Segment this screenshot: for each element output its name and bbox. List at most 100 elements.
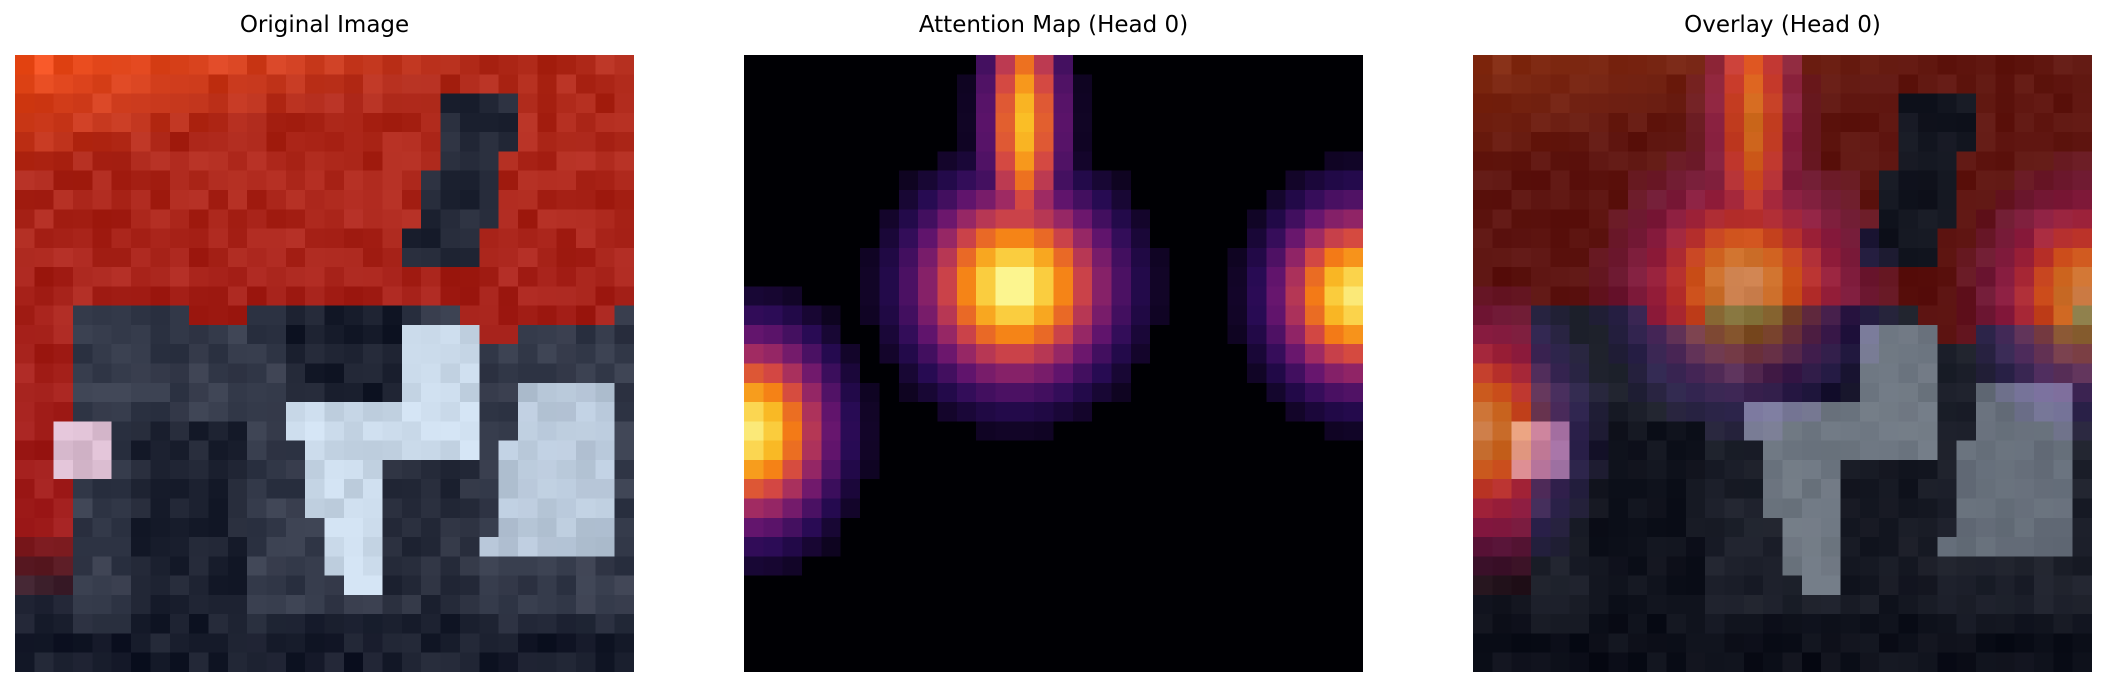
original-image-pixel — [285, 112, 306, 133]
attention-map-pixel — [1343, 305, 1363, 326]
overlay-image-pixel — [1840, 594, 1861, 615]
attention-map-pixel — [1053, 537, 1074, 557]
original-image-pixel — [363, 247, 383, 268]
original-image-pixel — [556, 479, 577, 499]
original-image-pixel — [131, 459, 151, 480]
attention-map-pixel — [782, 537, 803, 557]
overlay-image-pixel — [1705, 440, 1725, 461]
original-image-pixel — [382, 132, 403, 152]
overlay-image-pixel — [2072, 189, 2092, 210]
attention-map-pixel — [744, 305, 764, 326]
overlay-image-pixel — [1801, 112, 1822, 133]
original-image-pixel — [401, 498, 422, 519]
overlay-image-pixel — [1473, 479, 1493, 499]
original-image-pixel — [131, 614, 151, 634]
original-image-pixel — [73, 382, 93, 403]
attention-map-pixel — [802, 93, 822, 114]
overlay-image-pixel — [1647, 594, 1667, 615]
attention-map-pixel — [1343, 498, 1363, 519]
attention-map-pixel — [1130, 440, 1151, 461]
overlay-image-pixel — [2033, 324, 2054, 345]
overlay-image-pixel — [1705, 633, 1725, 654]
attention-map-pixel — [879, 209, 900, 229]
attention-map-pixel — [1343, 189, 1363, 210]
original-image-pixel — [150, 189, 171, 210]
original-image-pixel — [382, 112, 403, 133]
attention-map-pixel — [860, 498, 880, 519]
overlay-image-pixel — [1724, 382, 1745, 403]
original-image-pixel — [479, 247, 499, 268]
original-image-pixel — [324, 344, 345, 364]
original-image-pixel — [247, 55, 267, 75]
attention-map-pixel — [1111, 459, 1132, 480]
original-image-pixel — [517, 344, 538, 364]
original-image-pixel — [556, 402, 577, 422]
overlay-image-pixel — [1801, 402, 1822, 422]
original-image-pixel — [53, 170, 74, 191]
original-image-pixel — [285, 55, 306, 75]
attention-map-pixel — [1150, 324, 1170, 345]
attention-map-pixel — [821, 402, 842, 422]
overlay-image-pixel — [1511, 344, 1532, 364]
attention-map-pixel — [1014, 55, 1035, 75]
original-image-pixel — [324, 170, 345, 191]
overlay-image-pixel — [1724, 93, 1745, 114]
attention-map-pixel — [1188, 440, 1209, 461]
overlay-image-pixel — [1743, 575, 1764, 596]
attention-map-pixel — [995, 440, 1016, 461]
original-image-pixel — [34, 517, 55, 538]
attention-map-pixel — [1014, 459, 1035, 480]
attention-map-pixel — [1324, 614, 1345, 634]
original-image-pixel — [324, 189, 345, 210]
attention-map-pixel — [1246, 459, 1267, 480]
original-image-pixel — [131, 247, 151, 268]
attention-map-pixel — [937, 517, 958, 538]
original-image-pixel — [15, 498, 35, 519]
original-image-pixel — [53, 459, 74, 480]
overlay-image-pixel — [1821, 498, 1841, 519]
overlay-image-pixel — [1589, 556, 1609, 576]
original-image-pixel — [595, 112, 616, 133]
overlay-image-pixel — [1898, 633, 1919, 654]
attention-map-pixel — [1014, 170, 1035, 191]
overlay-image-pixel — [1492, 286, 1513, 307]
original-image-pixel — [614, 440, 634, 461]
attention-map-pixel — [1285, 575, 1306, 596]
overlay-image-pixel — [2053, 286, 2074, 307]
original-image-pixel — [15, 267, 35, 287]
overlay-image-pixel — [1763, 267, 1783, 287]
attention-map-pixel — [1092, 633, 1112, 654]
attention-map-pixel — [1130, 286, 1151, 307]
original-image-pixel — [73, 421, 93, 442]
attention-map-pixel — [1092, 402, 1112, 422]
overlay-image-pixel — [1840, 247, 1861, 268]
original-image-pixel — [324, 633, 345, 654]
overlay-image-pixel — [1531, 479, 1551, 499]
overlay-image-pixel — [1956, 324, 1977, 345]
attention-map-pixel — [1130, 344, 1151, 364]
overlay-image-pixel — [1724, 170, 1745, 191]
overlay-image-pixel — [1937, 228, 1957, 249]
attention-map-pixel — [918, 498, 938, 519]
original-image-pixel — [575, 459, 596, 480]
overlay-image-pixel — [1705, 382, 1725, 403]
overlay-image-pixel — [1473, 74, 1493, 94]
attention-map-pixel — [1150, 74, 1170, 94]
overlay-image-pixel — [1685, 74, 1706, 94]
overlay-image-pixel — [1898, 324, 1919, 345]
overlay-image-pixel — [1492, 382, 1513, 403]
original-image-pixel — [517, 247, 538, 268]
attention-map-pixel — [1169, 652, 1190, 672]
original-image-pixel — [227, 402, 248, 422]
attention-map-pixel — [1111, 614, 1132, 634]
attention-map-pixel — [1188, 93, 1209, 114]
overlay-image-pixel — [1666, 267, 1687, 287]
original-image-pixel — [305, 633, 325, 654]
attention-map-pixel — [1111, 382, 1132, 403]
overlay-image-pixel — [2033, 402, 2054, 422]
attention-map-pixel — [1266, 112, 1287, 133]
original-image-pixel — [34, 247, 55, 268]
overlay-image-pixel — [1956, 594, 1977, 615]
original-image-pixel — [459, 382, 480, 403]
attention-map-pixel — [1324, 55, 1345, 75]
